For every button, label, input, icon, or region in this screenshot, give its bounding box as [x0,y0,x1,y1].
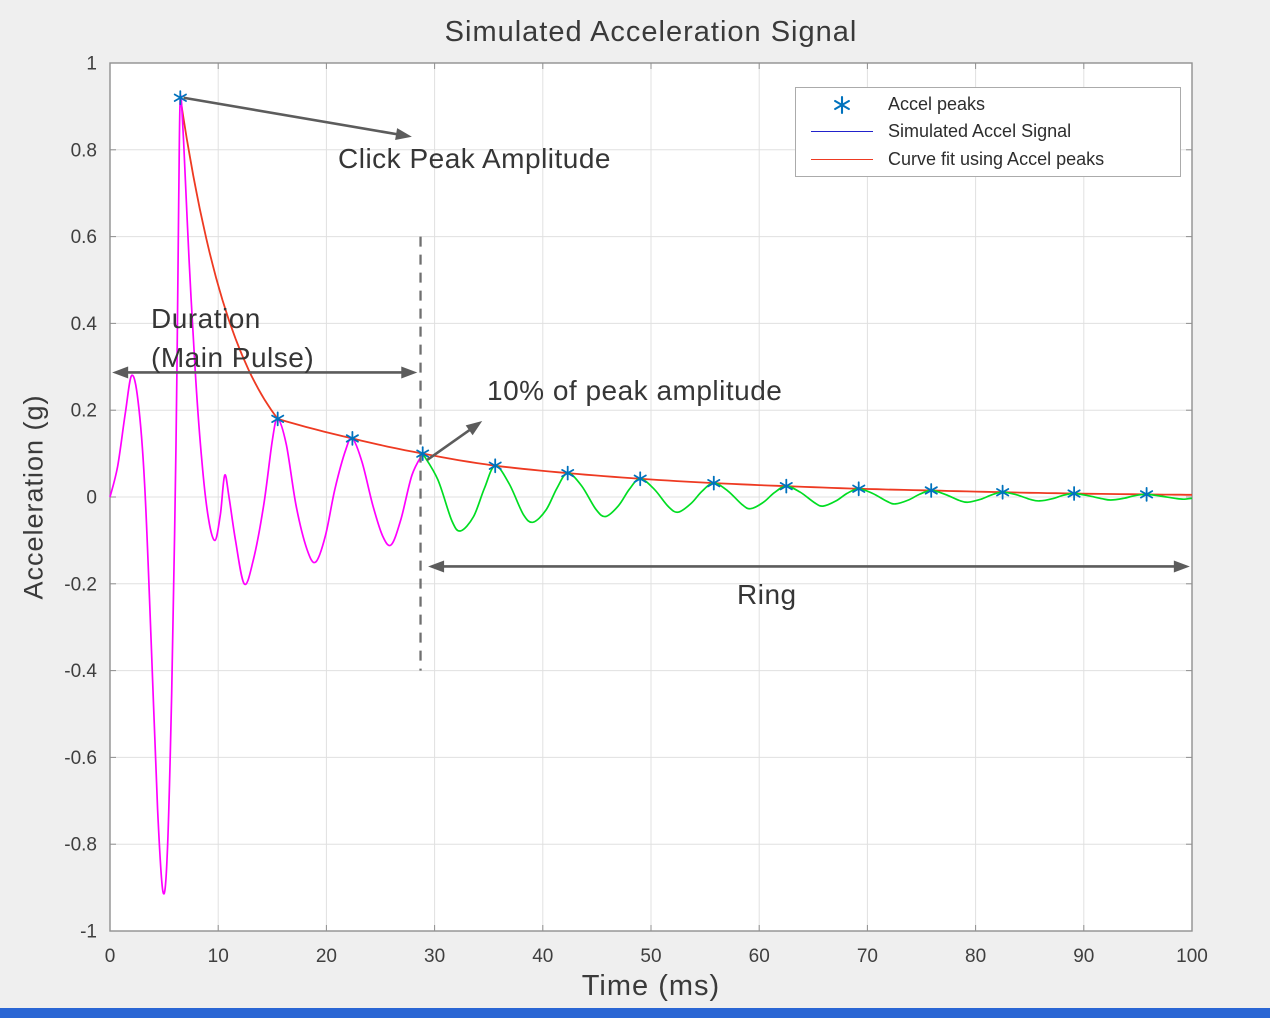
window-bottom-strip [0,1008,1270,1018]
line-sample-icon [796,158,888,160]
legend-entry-curve-fit: Curve fit using Accel peaks [796,146,1180,173]
line-sample-icon [796,131,888,133]
legend-label-accel-peaks: Accel peaks [888,94,986,115]
legend-entry-accel-peaks: Accel peaks [796,91,1180,118]
annotation-duration-main-pulse: Duration (Main Pulse) [151,303,315,373]
svg-text:-0.8: -0.8 [64,835,97,856]
svg-text:0.4: 0.4 [71,314,98,335]
svg-text:-0.4: -0.4 [64,661,97,682]
annotation-ten-percent-peak: 10% of peak amplitude [487,375,783,406]
x-axis-label: Time (ms) [581,970,721,1002]
svg-text:-0.6: -0.6 [64,748,97,769]
svg-text:70: 70 [857,946,878,967]
svg-text:100: 100 [1176,946,1208,967]
svg-text:0: 0 [105,946,116,967]
chart-title: Simulated Acceleration Signal [444,16,858,48]
legend-entry-signal: Simulated Accel Signal [796,118,1180,145]
svg-text:50: 50 [640,946,661,967]
svg-text:0.8: 0.8 [71,140,97,161]
svg-text:90: 90 [1073,946,1094,967]
svg-text:60: 60 [749,946,770,967]
svg-text:1: 1 [86,54,97,75]
svg-text:0.6: 0.6 [71,227,97,248]
legend: Accel peaks Simulated Accel Signal Curve… [795,87,1181,177]
svg-text:30: 30 [424,946,445,967]
annotation-ring: Ring [737,579,797,610]
svg-text:-0.2: -0.2 [64,574,97,595]
legend-label-curve-fit: Curve fit using Accel peaks [888,148,1105,169]
y-axis-label: Acceleration (g) [18,394,49,600]
svg-text:20: 20 [316,946,337,967]
svg-text:-1: -1 [80,922,97,943]
svg-text:0: 0 [86,488,97,509]
svg-text:10: 10 [208,946,229,967]
svg-text:0.2: 0.2 [71,401,97,422]
asterisk-marker-icon [796,93,888,117]
annotation-click-peak-amplitude: Click Peak Amplitude [338,143,612,174]
legend-label-signal: Simulated Accel Signal [888,121,1072,142]
svg-text:80: 80 [965,946,986,967]
svg-text:40: 40 [532,946,553,967]
